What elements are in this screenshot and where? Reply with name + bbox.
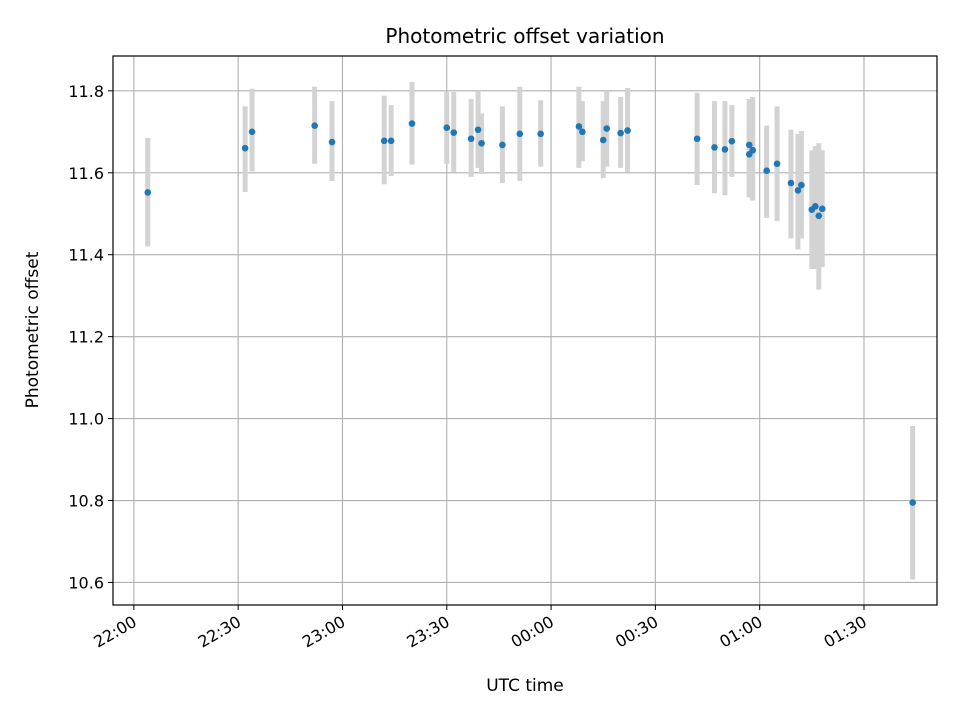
- x-axis-label: UTC time: [486, 676, 564, 696]
- data-points: [144, 120, 916, 506]
- data-point: [749, 146, 757, 154]
- data-point: [773, 160, 781, 168]
- y-tick-label: 11.4: [68, 246, 104, 265]
- data-point: [794, 187, 802, 194]
- data-point: [579, 128, 586, 136]
- plot-frame: [112, 55, 938, 606]
- data-point: [311, 122, 318, 129]
- data-point: [516, 130, 524, 138]
- y-tick-label: 11.0: [68, 410, 104, 429]
- data-point: [603, 125, 611, 132]
- data-point: [763, 167, 770, 175]
- grid: [113, 56, 937, 605]
- data-point: [693, 135, 701, 143]
- y-tick-label: 11.8: [68, 82, 104, 101]
- data-point: [478, 139, 485, 147]
- data-point: [241, 144, 249, 152]
- data-point: [599, 136, 607, 144]
- y-axis: 10.6 10.8 11.0 11.2 11.4 11.6 11.8: [68, 82, 113, 592]
- data-point: [408, 120, 416, 127]
- data-point: [721, 146, 729, 153]
- y-tick-label: 11.6: [68, 164, 104, 183]
- y-tick-label: 10.8: [68, 492, 104, 511]
- y-tick-label: 10.6: [68, 573, 104, 592]
- data-point: [812, 203, 819, 210]
- data-point: [467, 135, 475, 143]
- data-point: [387, 137, 395, 145]
- y-tick-label: 11.2: [68, 328, 104, 347]
- data-point: [745, 141, 753, 149]
- data-point: [575, 123, 583, 130]
- data-point: [815, 212, 823, 220]
- data-point: [909, 499, 916, 506]
- data-point: [144, 189, 152, 196]
- data-point: [474, 126, 482, 134]
- data-point: [617, 129, 624, 137]
- data-point: [711, 144, 718, 151]
- y-axis-label: Photometric offset: [23, 251, 43, 408]
- data-point: [380, 137, 388, 145]
- data-point: [499, 141, 506, 149]
- data-point: [450, 129, 458, 136]
- data-point: [624, 127, 631, 134]
- data-point: [787, 179, 795, 187]
- chart-title: Photometric offset variation: [385, 24, 664, 48]
- data-point: [798, 181, 805, 189]
- data-point: [443, 124, 451, 131]
- data-point: [818, 205, 826, 213]
- data-point: [728, 137, 736, 145]
- data-point: [328, 138, 336, 146]
- data-point: [537, 130, 544, 138]
- data-point: [248, 128, 256, 136]
